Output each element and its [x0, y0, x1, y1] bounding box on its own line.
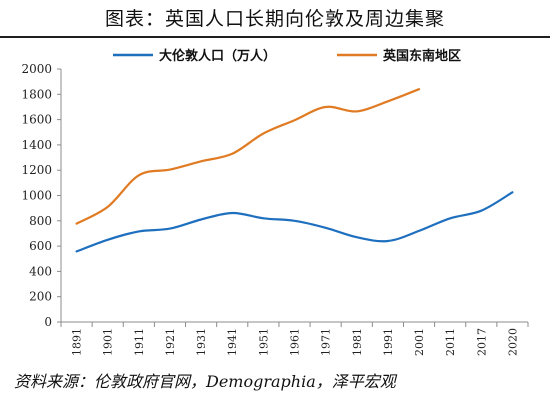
watermark-logo	[459, 372, 535, 396]
series-layer	[75, 88, 514, 253]
x-tick-label: 2001	[413, 328, 426, 356]
x-tick-label: 1921	[164, 328, 177, 356]
title-divider	[0, 36, 550, 38]
x-tick-label: 1991	[382, 328, 395, 356]
x-tick-label: 1931	[195, 328, 208, 356]
legend: 大伦敦人口（万人） 英国东南地区	[113, 48, 461, 64]
x-tick-label: 2011	[444, 328, 457, 356]
source-note: 资料来源：伦敦政府官网，Demographia，泽平宏观	[14, 372, 396, 391]
x-tick-label: 1891	[71, 328, 84, 356]
series-line-south-east	[75, 88, 421, 225]
x-tick-label: 1941	[226, 328, 239, 356]
y-tick-label: 800	[29, 214, 52, 228]
legend-label-south-east: 英国东南地区	[382, 48, 461, 64]
series-line-greater-london	[75, 191, 514, 253]
y-tick-label: 1200	[21, 163, 52, 177]
y-tick-label: 200	[29, 290, 52, 304]
y-tick-label: 1000	[21, 189, 52, 203]
y-tick-label: 1800	[21, 87, 52, 101]
chart-title: 图表：英国人口长期向伦敦及周边集聚	[104, 8, 445, 30]
x-tick-label: 1951	[257, 328, 270, 356]
x-tick-label: 1971	[320, 328, 333, 356]
x-tick-label: 1981	[351, 328, 364, 356]
line-chart: 0 200 400 600 800 1000 1200 1400 1600 1800 2000 189…	[21, 48, 529, 356]
y-tick-label: 0	[44, 315, 52, 329]
x-tick-label: 1911	[133, 328, 146, 356]
x-tick-label: 2017	[475, 328, 488, 356]
y-tick-label: 2000	[21, 62, 52, 76]
x-tick-label: 2020	[506, 328, 519, 356]
axes: 0 200 400 600 800 1000 1200 1400 1600 1800 2000 189…	[21, 62, 529, 356]
x-tick-label: 1901	[102, 328, 115, 356]
y-tick-label: 1400	[21, 138, 52, 152]
y-tick-label: 600	[29, 239, 52, 253]
x-tick-label: 1961	[289, 328, 302, 356]
y-tick-label: 1600	[21, 113, 52, 127]
y-tick-label: 400	[29, 264, 52, 278]
legend-label-greater-london: 大伦敦人口（万人）	[159, 48, 276, 64]
